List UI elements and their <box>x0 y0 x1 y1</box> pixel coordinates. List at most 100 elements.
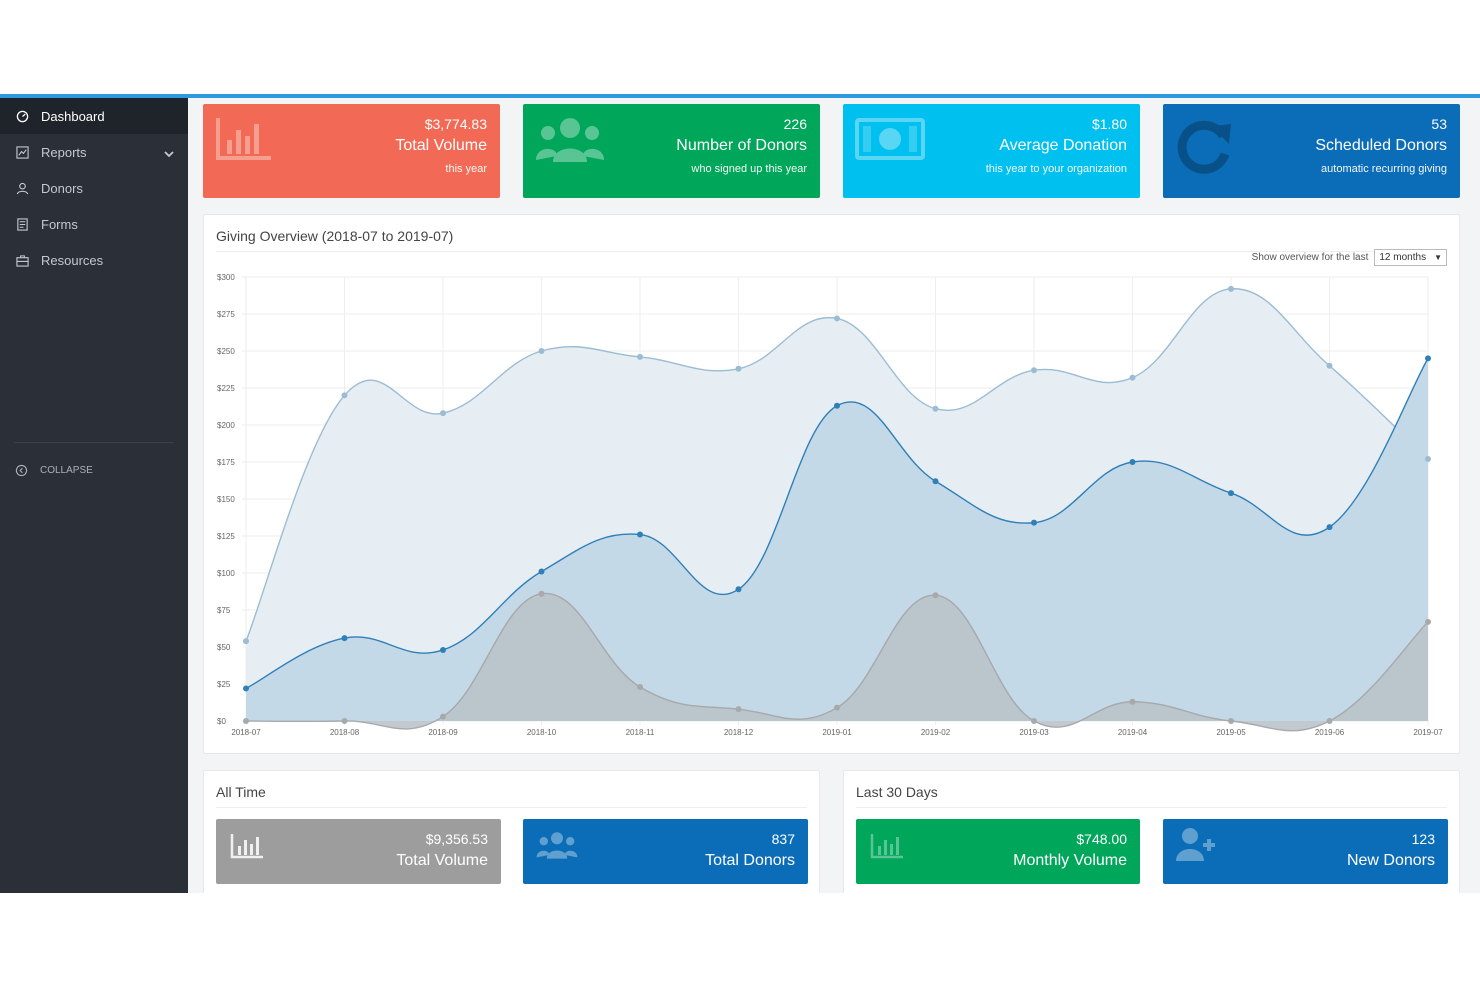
y-tick-label: $250 <box>217 347 235 356</box>
stat-value: 123 <box>1411 831 1435 847</box>
range-select[interactable]: 12 months ▼ <box>1374 249 1447 266</box>
data-point <box>1228 285 1234 292</box>
sidebar-item-label: Donors <box>41 180 83 196</box>
dashboard-icon <box>15 109 29 123</box>
sidebar-item-reports[interactable]: Reports <box>0 134 188 170</box>
sidebar-item-resources[interactable]: Resources <box>0 242 188 278</box>
all-time-panel: All Time $9,356.53 Total Volume 837 Tota… <box>203 770 820 893</box>
divider <box>216 251 1447 252</box>
x-tick-label: 2019-06 <box>1315 728 1345 737</box>
y-tick-label: $125 <box>217 532 235 541</box>
x-tick-label: 2019-01 <box>822 728 852 737</box>
y-tick-label: $100 <box>217 569 235 578</box>
stat-label: Monthly Volume <box>1013 852 1127 869</box>
money-icon <box>855 116 925 167</box>
y-tick-label: $200 <box>217 421 235 430</box>
data-point <box>440 646 446 653</box>
sidebar-item-donors[interactable]: Donors <box>0 170 188 206</box>
caret-down-icon: ▼ <box>1434 253 1442 262</box>
data-point <box>932 592 939 599</box>
stat-card-number-of-donors[interactable]: 226 Number of Donors who signed up this … <box>523 104 820 198</box>
data-point <box>1326 362 1333 369</box>
stat-value: 53 <box>1431 116 1447 132</box>
data-point <box>538 568 545 575</box>
sidebar-divider <box>14 442 174 443</box>
sidebar-item-label: Resources <box>41 252 104 268</box>
y-tick-label: $0 <box>217 717 226 726</box>
stat-label: Number of Donors <box>676 137 807 154</box>
y-tick-label: $300 <box>217 273 235 282</box>
giving-overview-chart: $0 $25 $50 $75 $100 $125 $150 $175 $200 $225 $250 $… <box>217 273 1443 737</box>
bar-chart-icon <box>230 833 264 864</box>
data-point <box>243 638 249 645</box>
sidebar-item-forms[interactable]: Forms <box>0 206 188 242</box>
user-icon <box>15 181 29 195</box>
x-tick-label: 2019-07 <box>1413 728 1443 737</box>
stat-label: Average Donation <box>999 137 1127 154</box>
data-point <box>538 590 545 597</box>
stat-sublabel: automatic recurring giving <box>1321 163 1447 175</box>
x-tick-label: 2018-10 <box>527 728 557 737</box>
chart-areas <box>245 288 1429 732</box>
x-tick-label: 2018-09 <box>428 728 458 737</box>
y-tick-label: $25 <box>217 680 231 689</box>
stat-card-monthly-volume[interactable]: $748.00 Monthly Volume <box>856 819 1140 884</box>
stat-card-new-donors[interactable]: 123 New Donors <box>1163 819 1448 884</box>
x-tick-label: 2019-03 <box>1019 728 1049 737</box>
divider <box>216 807 807 808</box>
y-axis: $0 $25 $50 $75 $100 $125 $150 $175 $200 $225 $250 $… <box>217 273 235 726</box>
data-point <box>1425 355 1431 362</box>
data-point <box>341 718 348 724</box>
collapse-button[interactable]: COLLAPSE <box>15 464 93 477</box>
range-label: Show overview for the last <box>1251 252 1369 263</box>
data-point <box>1129 374 1136 381</box>
x-tick-label: 2018-11 <box>626 728 655 737</box>
app-frame: Dashboard Reports Donors Forms <box>0 94 1480 893</box>
giving-overview-panel: Giving Overview (2018-07 to 2019-07) Sho… <box>203 214 1460 754</box>
stat-card-all-time-donors[interactable]: 837 Total Donors <box>523 819 808 884</box>
users-icon <box>535 116 605 171</box>
stat-card-average-donation[interactable]: $1.80 Average Donation this year to your… <box>843 104 1140 198</box>
panel-title: Giving Overview (2018-07 to 2019-07) <box>216 228 454 244</box>
y-tick-label: $150 <box>217 495 235 504</box>
y-tick-label: $50 <box>217 643 231 652</box>
top-accent-bar <box>0 94 1480 98</box>
data-point <box>440 410 446 417</box>
briefcase-icon <box>15 253 29 267</box>
data-point <box>1425 618 1431 625</box>
data-point <box>932 478 939 485</box>
data-point <box>1031 519 1037 526</box>
data-point <box>1326 718 1333 724</box>
stat-label: Scheduled Donors <box>1315 137 1447 154</box>
divider <box>856 807 1447 808</box>
stat-card-scheduled-donors[interactable]: 53 Scheduled Donors automatic recurring … <box>1163 104 1460 198</box>
chevron-down-icon[interactable] <box>164 146 174 161</box>
collapse-icon <box>15 464 28 477</box>
data-point <box>735 706 742 713</box>
panel-title: All Time <box>216 784 266 800</box>
data-point <box>341 392 348 399</box>
x-tick-label: 2019-04 <box>1118 728 1148 737</box>
data-point <box>538 348 545 354</box>
x-tick-label: 2019-02 <box>921 728 951 737</box>
stat-value: $1.80 <box>1091 116 1127 132</box>
data-point <box>932 405 939 412</box>
bar-chart-icon <box>870 833 904 864</box>
data-point <box>637 683 643 690</box>
reports-icon <box>15 145 29 159</box>
collapse-label: COLLAPSE <box>40 465 93 476</box>
stat-card-total-volume[interactable]: $3,774.83 Total Volume this year <box>203 104 500 198</box>
data-point <box>341 635 348 642</box>
stat-sublabel: who signed up this year <box>691 163 807 175</box>
stat-value: $9,356.53 <box>425 831 488 847</box>
stat-label: Total Volume <box>396 852 488 869</box>
sidebar-item-label: Reports <box>41 144 87 160</box>
sidebar-item-label: Dashboard <box>41 108 105 124</box>
stat-card-all-time-volume[interactable]: $9,356.53 Total Volume <box>216 819 501 884</box>
sidebar-item-label: Forms <box>41 216 78 232</box>
sidebar-item-dashboard[interactable]: Dashboard <box>0 98 188 134</box>
series-area-2 <box>246 593 1428 731</box>
stat-sublabel: this year <box>445 163 487 175</box>
chart-points <box>243 285 1431 724</box>
bar-chart-icon <box>215 116 273 167</box>
